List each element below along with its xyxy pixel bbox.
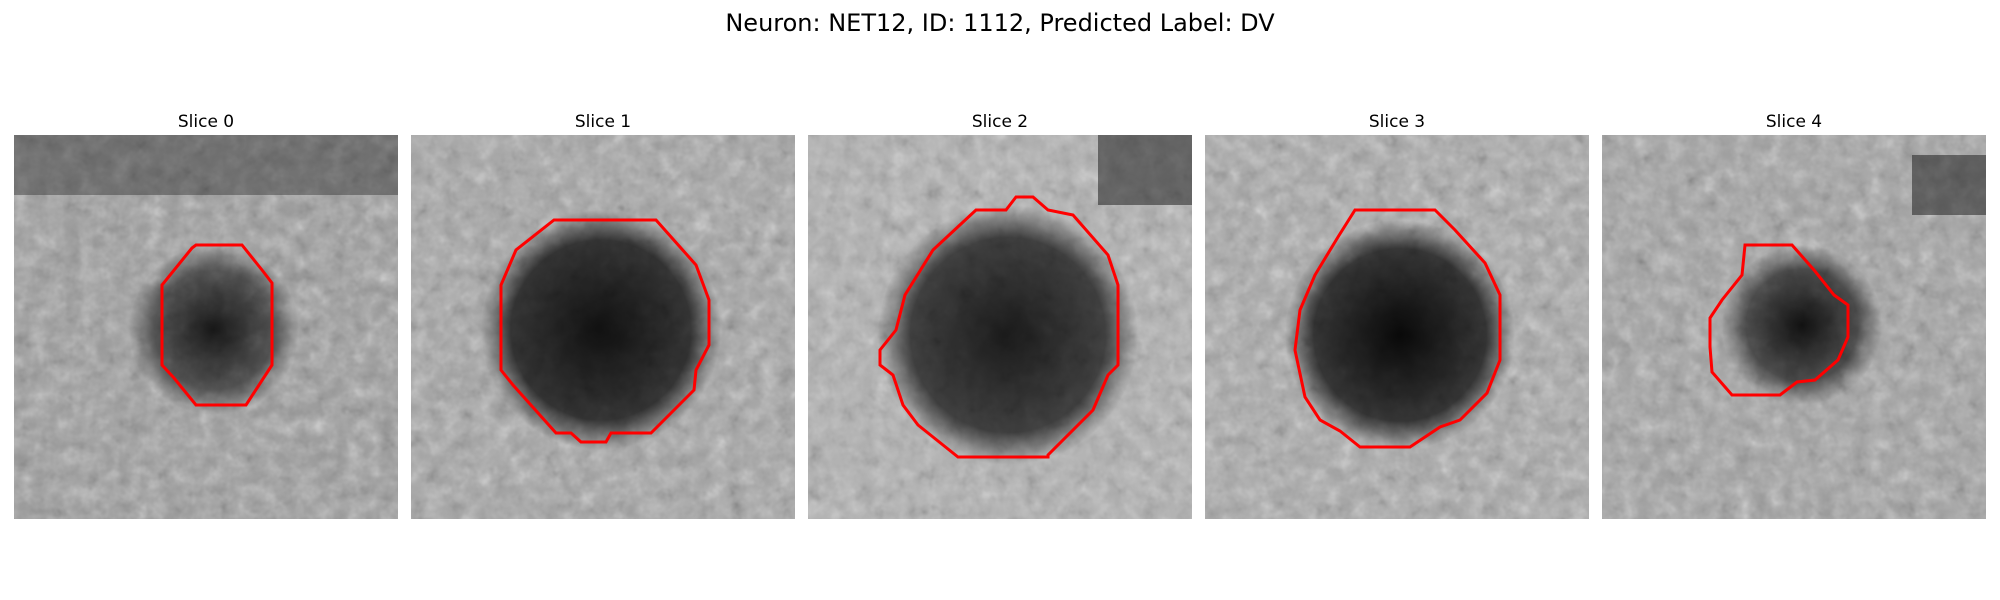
slice-title-2: Slice 2 <box>971 112 1029 132</box>
slice-image-0 <box>14 135 398 519</box>
roi-contour-2 <box>878 195 1120 459</box>
figure-title: Neuron: NET12, ID: 1112, Predicted Label… <box>725 9 1275 37</box>
slice-panel-0: Slice 0 <box>14 109 398 519</box>
roi-contour-4 <box>1708 243 1850 397</box>
slice-image-3 <box>1205 135 1589 519</box>
slice-panel-4: Slice 4 <box>1602 109 1986 519</box>
slice-panel-1: Slice 1 <box>411 109 795 519</box>
slice-image-2 <box>808 135 1192 519</box>
slice-panel-2: Slice 2 <box>808 109 1192 519</box>
slice-image-4 <box>1602 135 1986 519</box>
slice-title-3: Slice 3 <box>1368 112 1426 132</box>
roi-contour-0 <box>160 243 274 407</box>
roi-contour-3 <box>1293 208 1502 449</box>
slice-title-1: Slice 1 <box>574 112 632 132</box>
slice-title-0: Slice 0 <box>177 112 235 132</box>
roi-contour-1 <box>499 218 711 444</box>
slice-panel-3: Slice 3 <box>1205 109 1589 519</box>
slice-title-4: Slice 4 <box>1765 112 1823 132</box>
slice-image-1 <box>411 135 795 519</box>
